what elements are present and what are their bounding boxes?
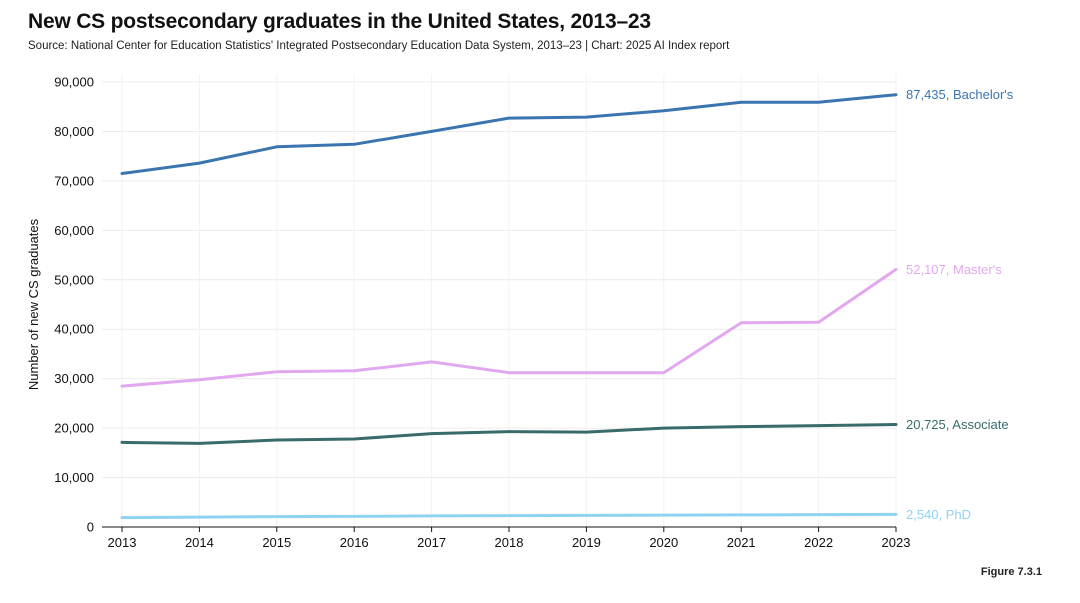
figure-label: Figure 7.3.1 xyxy=(980,566,1042,578)
y-tick-label: 20,000 xyxy=(54,421,94,436)
y-tick-label: 30,000 xyxy=(54,371,94,386)
x-tick-label: 2022 xyxy=(804,535,833,550)
series-line-associate xyxy=(120,423,898,445)
x-tick-label: 2017 xyxy=(417,535,446,550)
x-tick-label: 2013 xyxy=(108,535,137,550)
y-axis-label: Number of new CS graduates xyxy=(26,218,41,390)
y-tick-label: 80,000 xyxy=(54,124,94,139)
series-line-phd xyxy=(120,512,898,520)
chart-subtitle: Source: National Center for Education St… xyxy=(28,40,730,52)
x-tick-label: 2018 xyxy=(495,535,524,550)
y-tick-label: 0 xyxy=(87,520,94,535)
x-tick-label: 2023 xyxy=(882,535,911,550)
y-tick-label: 40,000 xyxy=(54,322,94,337)
x-tick-label: 2020 xyxy=(649,535,678,550)
series-end-label: 20,725, Associate xyxy=(906,417,1009,432)
y-tick-label: 70,000 xyxy=(54,173,94,188)
x-tick-label: 2014 xyxy=(185,535,214,550)
series-line-masters xyxy=(120,267,898,388)
y-tick-label: 10,000 xyxy=(54,470,94,485)
y-tick-label: 50,000 xyxy=(54,272,94,287)
x-tick-label: 2019 xyxy=(572,535,601,550)
x-tick-label: 2016 xyxy=(340,535,369,550)
series-end-label: 52,107, Master's xyxy=(906,262,1002,277)
x-tick-label: 2015 xyxy=(262,535,291,550)
chart-title: New CS postsecondary graduates in the Un… xyxy=(28,10,651,33)
series-end-label: 87,435, Bachelor's xyxy=(906,87,1014,102)
y-tick-label: 90,000 xyxy=(54,75,94,90)
y-tick-label: 60,000 xyxy=(54,223,94,238)
series-line-bachelors xyxy=(120,93,898,175)
x-tick-label: 2021 xyxy=(727,535,756,550)
series-end-label: 2,540, PhD xyxy=(906,507,971,522)
